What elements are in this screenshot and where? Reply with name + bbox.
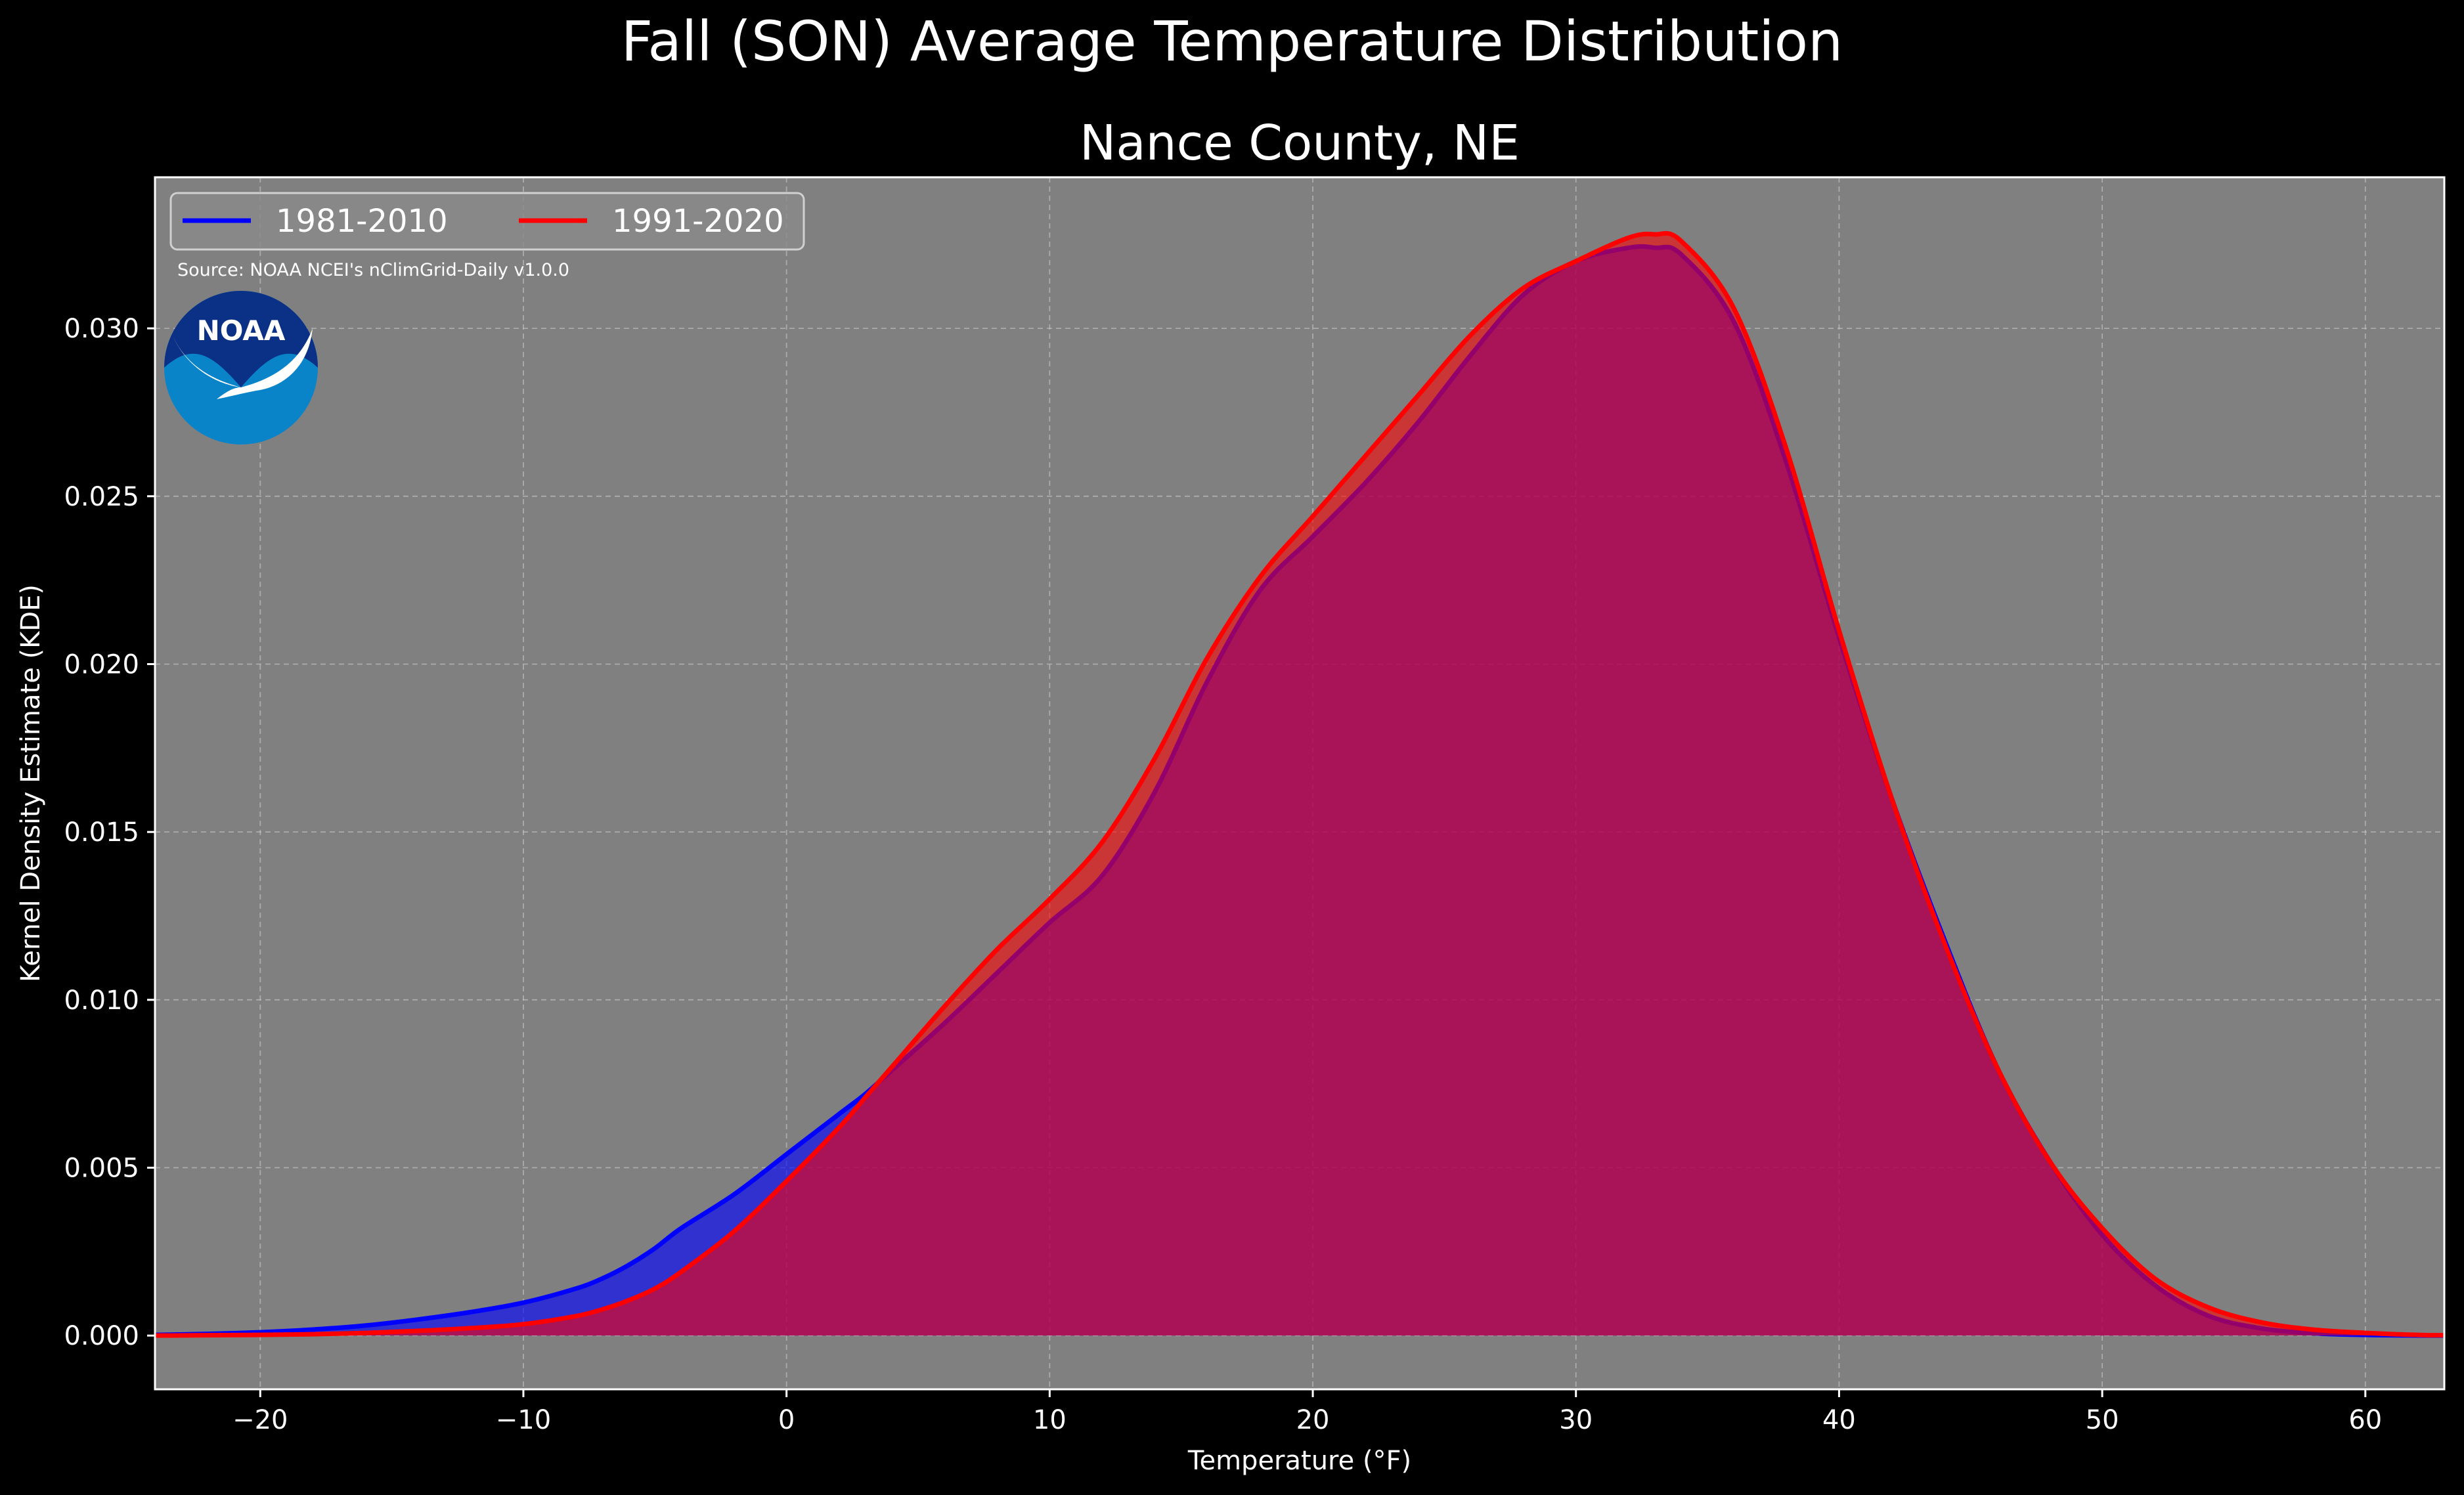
source-note: Source: NOAA NCEI's nClimGrid-Daily v1.0… — [177, 260, 569, 280]
x-axis-label: Temperature (°F) — [1187, 1446, 1411, 1476]
chart-suptitle: Fall (SON) Average Temperature Distribut… — [621, 9, 1843, 74]
series-line-1991-2020 — [155, 230, 2444, 1338]
chart-title: Nance County, NE — [1080, 115, 1520, 171]
legend-box — [169, 192, 805, 251]
y-tick-label: 0.015 — [64, 817, 139, 848]
x-tick-label: 60 — [2348, 1405, 2382, 1435]
y-tick-label: 0.020 — [64, 649, 139, 680]
y-tick-label: 0.025 — [64, 482, 139, 512]
y-tick-label: 0.010 — [64, 986, 139, 1016]
x-tick-label: 20 — [1296, 1405, 1330, 1435]
y-axis-label: Kernel Density Estimate (KDE) — [16, 584, 46, 982]
y-axis: 0.000 0.005 0.010 0.015 0.020 0.025 0.030 — [64, 314, 155, 1351]
x-tick-label: 40 — [1822, 1405, 1856, 1435]
logo-wordmark: NOAA — [197, 314, 286, 347]
x-tick-label: −20 — [232, 1405, 288, 1435]
x-tick-label: −10 — [496, 1405, 551, 1435]
y-tick-label: 0.000 — [64, 1321, 139, 1351]
logo-bird-icon — [169, 328, 313, 399]
x-tick-label: 10 — [1033, 1405, 1067, 1435]
x-tick-label: 0 — [778, 1405, 795, 1435]
logo-top-half — [164, 291, 318, 387]
x-tick-label: 30 — [1559, 1405, 1593, 1435]
legend-label-1981-2010: 1981-2010 — [276, 203, 448, 240]
noaa-logo: NOAA — [164, 291, 318, 444]
legend-label-1991-2020: 1991-2020 — [612, 203, 784, 240]
plot-frame — [154, 176, 2446, 1391]
series-layer — [155, 230, 2444, 1338]
x-axis: −20 −10 0 10 20 30 40 50 60 — [232, 1389, 2382, 1435]
y-tick-label: 0.030 — [64, 314, 139, 344]
y-tick-label: 0.005 — [64, 1154, 139, 1184]
legend: 1981-2010 1991-2020 — [169, 192, 805, 251]
x-tick-label: 50 — [2086, 1405, 2119, 1435]
series-area-1991-2020 — [155, 233, 2444, 1336]
